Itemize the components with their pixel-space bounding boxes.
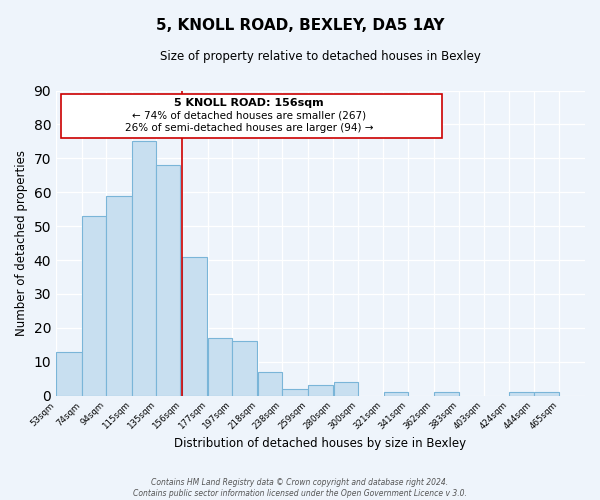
Bar <box>82 216 106 396</box>
Text: 5 KNOLL ROAD: 156sqm: 5 KNOLL ROAD: 156sqm <box>174 98 324 108</box>
Bar <box>182 256 208 396</box>
Bar <box>157 165 181 396</box>
Bar <box>282 389 308 396</box>
Y-axis label: Number of detached properties: Number of detached properties <box>15 150 28 336</box>
Bar <box>534 392 559 396</box>
Bar <box>132 142 156 396</box>
Bar <box>208 338 232 396</box>
Bar <box>232 342 257 396</box>
Bar <box>383 392 407 396</box>
Bar <box>106 196 131 396</box>
Bar <box>308 386 333 396</box>
Bar <box>334 382 358 396</box>
Text: 26% of semi-detached houses are larger (94) →: 26% of semi-detached houses are larger (… <box>125 122 373 132</box>
Bar <box>258 372 282 396</box>
FancyBboxPatch shape <box>61 94 442 138</box>
Bar <box>434 392 459 396</box>
Title: Size of property relative to detached houses in Bexley: Size of property relative to detached ho… <box>160 50 481 63</box>
Bar <box>509 392 533 396</box>
Bar <box>56 352 82 396</box>
Text: Contains HM Land Registry data © Crown copyright and database right 2024.
Contai: Contains HM Land Registry data © Crown c… <box>133 478 467 498</box>
Text: ← 74% of detached houses are smaller (267): ← 74% of detached houses are smaller (26… <box>132 110 366 120</box>
X-axis label: Distribution of detached houses by size in Bexley: Distribution of detached houses by size … <box>175 437 467 450</box>
Text: 5, KNOLL ROAD, BEXLEY, DA5 1AY: 5, KNOLL ROAD, BEXLEY, DA5 1AY <box>156 18 444 32</box>
